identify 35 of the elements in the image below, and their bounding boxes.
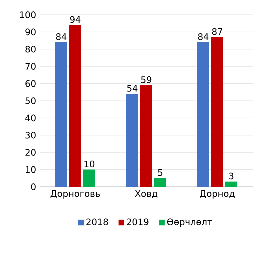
data-label: 84 [56,34,67,40]
y-tick-label: 30 [26,132,36,139]
bar [70,25,82,187]
data-label: 10 [84,160,95,168]
y-tick-label: 40 [26,114,36,122]
data-label: 54 [127,85,138,92]
y-tick-label: 0 [31,184,36,190]
data-label: 84 [198,34,209,40]
y-tick-label: 50 [26,98,36,104]
bar [140,86,152,187]
data-label: 5 [158,170,163,176]
x-tick-label: Ховд [135,190,158,198]
bar [212,37,224,187]
data-label: 59 [141,76,152,84]
data-label: 87 [212,28,222,36]
y-tick-label: 80 [26,46,36,53]
y-tick-label: 90 [26,28,36,36]
bar [84,170,96,187]
legend-label: 2019 [127,218,149,226]
legend-label: Өөрчлөлт [167,218,212,228]
bar [56,42,68,187]
x-tick-label: Дорноговь [50,190,100,199]
y-tick-label: 60 [26,80,36,88]
bar [198,42,210,187]
bar [154,178,166,187]
legend-label: 2018 [86,218,108,226]
bar [126,94,138,187]
x-tick-label: Дорнод [200,190,235,199]
y-tick-label: 70 [26,63,36,70]
y-tick-label: 100 [20,12,36,18]
data-label: 94 [70,16,81,24]
y-tick-label: 20 [26,149,36,156]
y-tick-label: 10 [26,166,36,174]
data-label: 3 [229,172,234,180]
bar [226,182,238,187]
